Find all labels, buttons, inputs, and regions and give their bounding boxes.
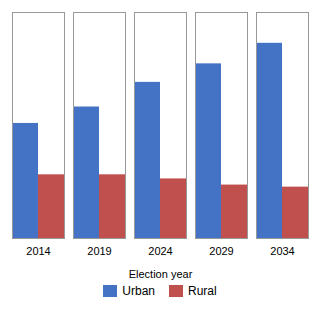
html-text:Urban: Urban: [122, 284, 155, 298]
html-text:Rural: Rural: [188, 284, 217, 298]
svg-text:2034: 2034: [270, 245, 294, 257]
svg-text:2029: 2029: [209, 245, 233, 257]
svg-text:2024: 2024: [148, 245, 172, 257]
svg-text:Election year: Election year: [129, 268, 193, 280]
svg-text:2014: 2014: [26, 245, 50, 257]
svg-text:2019: 2019: [87, 245, 111, 257]
